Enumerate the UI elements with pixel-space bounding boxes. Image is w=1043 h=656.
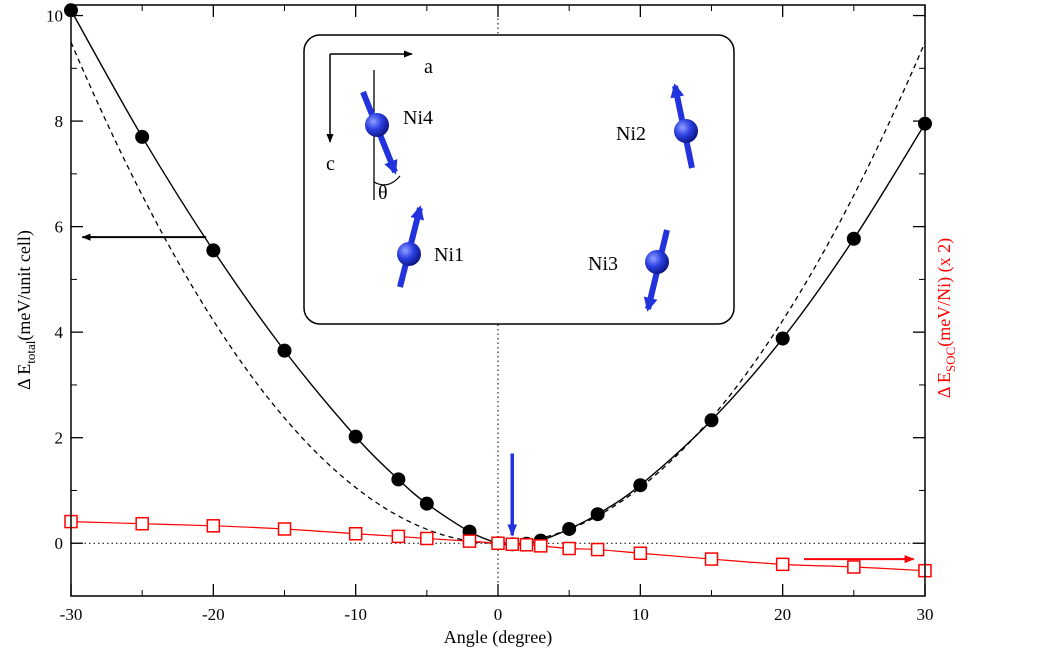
y-left-subscript: total	[23, 340, 38, 363]
soc-energy-point	[391, 529, 406, 544]
atom-ni4	[365, 113, 389, 137]
atom-ni2	[674, 119, 698, 143]
y-tick-label: 6	[55, 218, 64, 237]
total-energy-point	[704, 413, 719, 428]
inset-box	[303, 34, 735, 325]
total-energy-point	[846, 231, 861, 246]
soc-energy-point	[491, 536, 505, 550]
total-energy-point	[206, 243, 221, 258]
total-energy-point	[277, 343, 292, 358]
annotations-layer	[81, 233, 915, 564]
atom-label-ni3: Ni3	[588, 253, 618, 275]
total-energy-point	[419, 496, 434, 511]
dashed-fit-curve	[70, 41, 926, 544]
soc-energy-point	[206, 519, 221, 533]
svg-text:Δ Etotal(meV/unit cell): Δ Etotal(meV/unit cell)	[14, 230, 38, 390]
soc-energy-point	[462, 534, 477, 548]
total-energy-point	[775, 331, 790, 346]
soc-energy-point	[519, 538, 534, 552]
soc-energy-point	[562, 541, 576, 556]
theta-label: θ	[378, 182, 388, 204]
spin-ni3: Ni3	[588, 229, 670, 312]
y-tick-label: 10	[46, 7, 63, 26]
total-energy-point	[135, 129, 150, 144]
atom-label-ni2: Ni2	[616, 123, 646, 145]
x-tick-label: 0	[494, 605, 503, 624]
y-right-rest: (meV/Ni) (x 2)	[934, 238, 955, 347]
y-tick-label: 4	[55, 323, 64, 342]
spin-ni2: Ni2	[616, 83, 698, 169]
total-energy-point	[391, 472, 406, 487]
theta-arc	[373, 175, 401, 186]
soc-energy-point	[847, 560, 861, 574]
y-axis: 0 2 4 6 8 10	[46, 7, 925, 597]
atom-label-ni1: Ni1	[434, 244, 464, 266]
y-tick-label: 2	[55, 429, 64, 448]
x-tick-label: -10	[344, 605, 367, 624]
spin-ni1: Ni1	[397, 205, 464, 288]
a-axis-label: a	[424, 56, 433, 78]
spin-ni4: Ni4	[360, 90, 433, 175]
x-tick-label: -30	[60, 605, 83, 624]
soc-energy-point	[533, 539, 548, 553]
soc-energy-series	[64, 514, 932, 578]
y-tick-label: 8	[55, 112, 64, 131]
soc-energy-point	[348, 526, 363, 541]
soc-energy-point	[277, 522, 292, 536]
atom-ni1	[397, 242, 421, 266]
atom-ni3	[645, 250, 669, 274]
y-right-subscript: SOC	[943, 347, 958, 372]
x-tick-label: 30	[917, 605, 934, 624]
y-right-symbol: Δ E	[934, 372, 954, 398]
soc-energy-point	[590, 542, 605, 557]
x-tick-label: 10	[632, 605, 649, 624]
y-left-rest: (meV/unit cell)	[14, 230, 35, 340]
soc-energy-point	[704, 552, 719, 566]
atom-label-ni4: Ni4	[403, 107, 433, 129]
soc-energy-point	[420, 531, 434, 546]
y-axis-title-left: Δ Etotal(meV/unit cell)	[14, 230, 38, 390]
y-tick-label: 0	[55, 534, 64, 553]
total-energy-point	[348, 429, 363, 444]
x-axis-title: Angle (degree)	[444, 627, 552, 648]
total-energy-point	[633, 478, 648, 493]
total-energy-point	[562, 521, 577, 536]
y-left-symbol: Δ E	[14, 364, 34, 390]
x-axis: -30 -20 -10 0 10 20 30	[60, 5, 934, 624]
soc-energy-point	[775, 557, 790, 572]
dashed-fit-layer	[70, 41, 926, 544]
total-energy-point	[590, 507, 605, 522]
x-tick-label: 20	[774, 605, 791, 624]
svg-text:Δ ESOC(meV/Ni) (x 2): Δ ESOC(meV/Ni) (x 2)	[934, 238, 958, 398]
c-axis-label: c	[326, 153, 335, 175]
inset-diagram: a c θ Ni4 Ni1 Ni2 Ni3	[303, 34, 735, 325]
reference-lines	[71, 5, 925, 596]
x-tick-label: -20	[202, 605, 225, 624]
y-axis-title-right: Δ ESOC(meV/Ni) (x 2)	[934, 238, 958, 398]
soc-energy-point	[505, 537, 519, 552]
soc-energy-point	[135, 516, 149, 531]
soc-energy-point	[633, 546, 648, 561]
